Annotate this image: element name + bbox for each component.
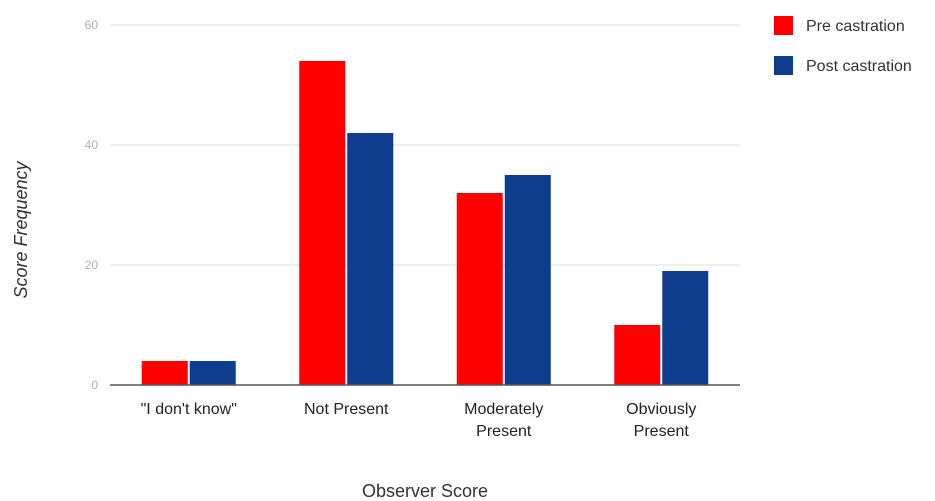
bar-pre-3 <box>614 325 661 385</box>
category-labels: "I don't know" Not Present Moderately Prese… <box>141 401 697 440</box>
bar-post-1 <box>347 133 394 385</box>
legend-swatch-pre <box>774 16 793 35</box>
bar-post-2 <box>504 175 551 385</box>
legend-label-post: Post castration <box>806 58 912 75</box>
bars <box>141 61 709 385</box>
legend-label-pre: Pre castration <box>806 18 905 35</box>
bar-pre-1 <box>299 61 346 385</box>
legend-swatch-post <box>774 56 793 75</box>
y-axis-title: Score Frequency <box>11 160 31 298</box>
y-tick-label: 20 <box>85 258 99 272</box>
x-tick-label: "I don't know" <box>141 401 237 418</box>
y-tick-label: 60 <box>85 18 99 32</box>
y-tick-label: 0 <box>91 378 98 392</box>
x-axis-title: Observer Score <box>362 481 488 501</box>
x-tick-label: Obviously Present <box>626 401 696 440</box>
bar-pre-0 <box>141 361 188 385</box>
x-tick-label: Moderately Present <box>464 401 543 440</box>
bar-pre-2 <box>456 193 503 385</box>
y-tick-label: 40 <box>85 138 99 152</box>
bar-post-0 <box>189 361 236 385</box>
gridlines <box>110 24 740 266</box>
y-tick-labels: 0 20 40 60 <box>85 18 99 392</box>
bar-post-3 <box>662 271 709 385</box>
x-tick-label: Not Present <box>304 401 389 418</box>
legend: Pre castration Post castration <box>774 16 912 75</box>
